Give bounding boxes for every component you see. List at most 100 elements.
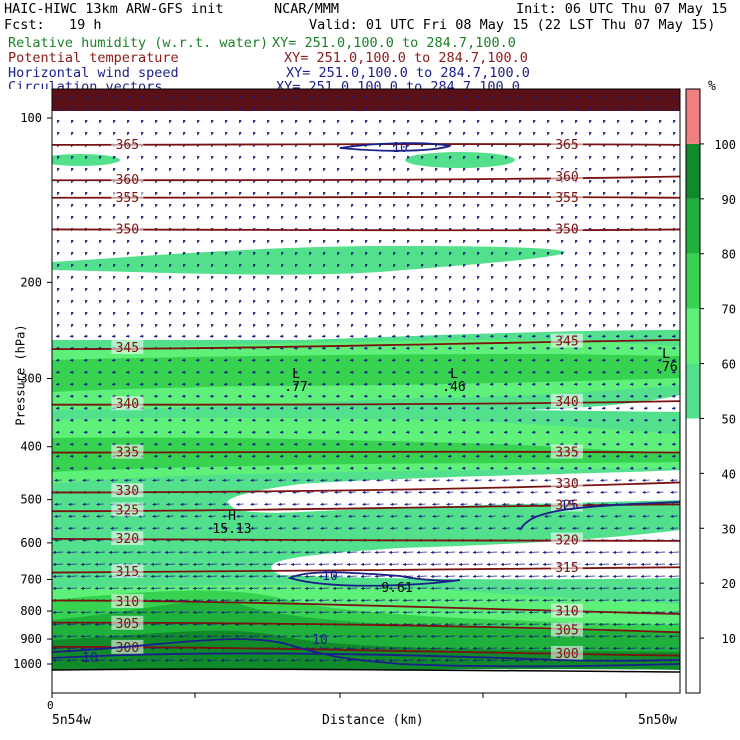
wind-vector	[644, 107, 648, 112]
wind-vector	[559, 358, 565, 362]
wind-vector	[447, 418, 453, 422]
wind-vector	[574, 95, 578, 100]
wind-vector	[349, 370, 355, 374]
wind-vector	[474, 478, 482, 482]
wind-vector	[83, 394, 89, 398]
wind-vector	[223, 466, 229, 470]
wind-vector	[97, 406, 103, 410]
wind-vector	[70, 107, 74, 112]
wind-vector	[556, 598, 568, 602]
wind-vector	[416, 658, 428, 662]
wind-vector	[196, 167, 200, 172]
wind-contour-line	[339, 142, 451, 152]
wind-vector	[574, 275, 578, 280]
wind-vector	[388, 610, 400, 614]
wind-vector	[360, 586, 372, 590]
wind-vector	[293, 466, 299, 470]
wind-vector	[504, 251, 508, 256]
wind-vector	[378, 251, 382, 256]
wind-vector	[56, 107, 60, 112]
wind-vector	[616, 287, 620, 292]
wind-vector	[629, 346, 635, 350]
wind-vector	[83, 358, 89, 362]
wind-vector	[294, 167, 298, 172]
wind-vector	[126, 167, 130, 172]
wind-vector	[392, 215, 396, 220]
wind-vector	[334, 478, 342, 482]
wind-vector	[126, 155, 130, 160]
wind-vector	[378, 299, 382, 304]
wind-vector	[335, 430, 341, 434]
wind-vector	[517, 442, 523, 446]
wind-vector	[237, 358, 243, 362]
wind-vector	[192, 550, 204, 554]
wind-vector	[668, 646, 680, 650]
theta-contour-label: 345	[555, 335, 578, 350]
wind-vector	[322, 95, 326, 100]
wind-vector	[614, 526, 622, 530]
wind-vector	[503, 346, 509, 350]
wind-vector	[210, 287, 214, 292]
wind-vector	[321, 454, 327, 458]
wind-vector	[280, 251, 284, 256]
wind-vector	[546, 191, 550, 196]
wind-vector	[392, 263, 396, 268]
wind-vector	[224, 323, 228, 328]
y-tick-label: 700	[20, 572, 42, 586]
wind-vector	[643, 466, 649, 470]
wind-vector	[349, 466, 355, 470]
wind-vector	[307, 370, 313, 374]
wind-vector	[391, 370, 397, 374]
wind-vector	[70, 95, 74, 100]
wind-vector	[514, 598, 526, 602]
wind-vector	[195, 382, 201, 386]
theta-label-bg	[111, 563, 144, 578]
wind-vector	[377, 442, 383, 446]
wind-vector	[222, 514, 230, 518]
wind-vector	[94, 634, 106, 638]
wind-vector	[322, 191, 326, 196]
wind-vector	[206, 550, 218, 554]
wind-vector	[180, 526, 188, 530]
wind-vector	[335, 454, 341, 458]
wind-vector	[318, 646, 330, 650]
wind-vector	[416, 610, 428, 614]
wind-vector	[460, 502, 468, 506]
wind-vector	[332, 646, 344, 650]
wind-vector	[56, 215, 60, 220]
wind-vector	[94, 610, 106, 614]
wind-vector	[643, 406, 649, 410]
colorbar-tick-label: 60	[722, 358, 736, 372]
wind-vector	[364, 299, 368, 304]
wind-vector	[474, 514, 482, 518]
wind-vector	[545, 370, 551, 374]
wind-vector	[601, 418, 607, 422]
wind-vector	[615, 346, 621, 350]
wind-vector	[180, 478, 188, 482]
wind-vector	[516, 514, 524, 518]
wind-vector	[294, 251, 298, 256]
wind-vector	[388, 646, 400, 650]
wind-vector	[504, 311, 508, 316]
wind-vector	[276, 658, 288, 662]
wind-vector	[182, 311, 186, 316]
wind-vector	[335, 382, 341, 386]
wind-vector	[210, 167, 214, 172]
wind-vector	[630, 95, 634, 100]
wind-vector	[392, 107, 396, 112]
wind-vector	[182, 275, 186, 280]
wind-vector	[206, 562, 218, 566]
wind-vector	[279, 334, 285, 338]
wind-vector	[150, 610, 162, 614]
wind-vector	[392, 239, 396, 244]
wind-vector	[234, 598, 246, 602]
theta-label-bg	[111, 483, 144, 498]
wind-vector	[70, 155, 74, 160]
wind-vector	[196, 119, 200, 124]
wind-vector	[559, 430, 565, 434]
wind-vector	[420, 299, 424, 304]
wind-vector	[181, 418, 187, 422]
wind-vector	[658, 263, 662, 268]
wind-vector	[616, 155, 620, 160]
wind-vector	[350, 215, 354, 220]
